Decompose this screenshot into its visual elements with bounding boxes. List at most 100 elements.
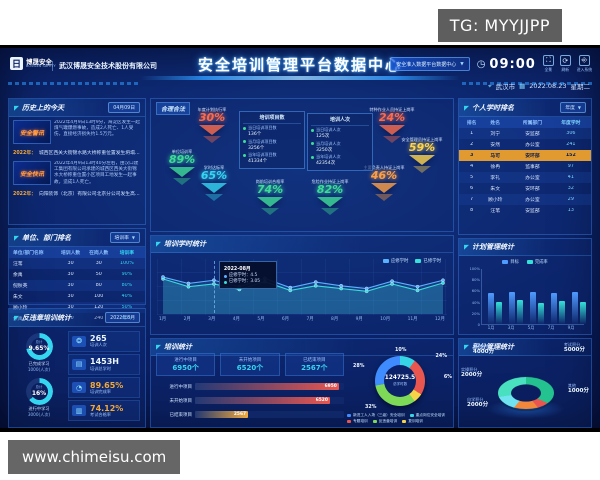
card-row: 当日培训项目数 136个 [243, 125, 301, 137]
table-cell: 32 [567, 186, 574, 191]
bar-fill: 2567 [195, 411, 249, 418]
pyramid-icon [413, 166, 431, 174]
table-cell: 汪苇 [490, 209, 501, 214]
score-callout: 实操积分 2000分 [461, 367, 482, 380]
legend-label: 已修学时 [423, 259, 441, 264]
column-header: 姓名 [490, 121, 501, 126]
refresh-button[interactable]: ⟳ 刷新 [559, 55, 571, 73]
metric-label: 安全管理员持证上岗率 [401, 137, 443, 142]
bullet-icon [311, 142, 314, 145]
bar-value: 2567 [233, 412, 247, 417]
pyramid-icon [379, 125, 405, 136]
watermark-bottom: www.chimeisu.com [8, 440, 181, 474]
gauge-label: 进行中学习 [28, 406, 50, 411]
legend-label: 复训培训 [408, 419, 423, 423]
metric-label: 危险作业持证上岗率 [311, 179, 349, 184]
refresh-label: 刷新 [561, 67, 570, 72]
gauge-ring [25, 378, 53, 405]
table-cell: 100% [120, 261, 134, 266]
card-row-label: 当日培训人次 [311, 127, 369, 133]
panel-compliance-flow: 合理合法 单位培训率 89% 年度计划执行率 30% 学时达标率 65% 岗前培训合格率 74… [150, 98, 454, 232]
anti-violation-month-badge[interactable]: 2022年8月 [105, 312, 140, 323]
city-label: 武汉市 [495, 83, 516, 91]
bar-group [488, 293, 502, 324]
column-header: 培训人数 [60, 251, 81, 256]
panorama-button[interactable]: ⛶ 全景 [542, 55, 554, 73]
legend-label: 新进工人入场（三级）安全培训 [353, 413, 405, 417]
gauge-label: 已完成学习 [28, 361, 50, 366]
stat-value: 74.12% [90, 403, 124, 413]
panel-title-text: 计划管理统计 [472, 243, 514, 251]
department-filter-select[interactable]: 培训率 ▼ [109, 232, 140, 243]
bar [572, 292, 578, 324]
table-cell: 汪苇 [13, 262, 23, 267]
callout-label: 自学积分 [467, 397, 484, 402]
clock-icon: ◷ [476, 58, 487, 70]
table-cell: 倪秋英 [13, 284, 28, 289]
enter-system-button[interactable]: ⎆ 进入系统 [577, 55, 592, 73]
stat-value: 265 [90, 334, 107, 344]
table-row: 3 马可 安环部 152 [459, 150, 591, 161]
legend-item: 反违章培训 [372, 419, 397, 424]
score-callout: 课程积分 4000分 [473, 344, 494, 357]
history-date-badge[interactable]: 04月09日 [108, 102, 140, 113]
bar-rows: 进行中项目 6950 未开始项目 6520 已结束项目 2567 [156, 383, 344, 418]
x-tick-label: 1月 [487, 325, 495, 330]
table-header-row: 单位/部门名称 培训人数 在岗人数 培训率 [9, 247, 145, 258]
y-tick-label: 0 [477, 323, 480, 327]
table-cell: 安监部 [525, 132, 540, 137]
header-meta: ⌖ 武汉市 ▦ 2022.08.23 星期二 [488, 81, 590, 92]
callout-value: 1000分 [567, 388, 589, 395]
x-tick-label: 4月 [232, 317, 240, 322]
stat-text: 1453H 培训总学时 [90, 357, 119, 371]
legend-label: 应修学时 [390, 259, 409, 264]
table-cell: 40% [121, 294, 133, 299]
bar [559, 301, 565, 324]
history-item: 2022年：向阳装饰（北京）有限公司北京分公司发生高处坠落事故… [9, 188, 145, 199]
x-tick-label: 2月 [183, 317, 191, 322]
card-title: 培训人次 [311, 116, 369, 126]
corner-arrow-icon: ◤ [464, 343, 469, 351]
bar [509, 292, 515, 324]
table-cell: 朱文 [13, 295, 23, 300]
refresh-icon: ⟳ [559, 55, 571, 66]
callout-label: 实操积分 [461, 367, 478, 372]
bullet-icon [223, 274, 227, 278]
table-row: 6 朱文 安环部 32 [459, 183, 591, 194]
panel-title: ◤ 个人学时排名 年度 ▼ [459, 99, 591, 117]
bar-label: 已结束项目 [169, 412, 193, 418]
history-year: 2022年： [13, 192, 36, 197]
x-tick-label: 11月 [407, 317, 418, 322]
history-text: 向阳装饰（北京）有限公司北京分公司发生高处坠落事故… [38, 192, 141, 197]
panel-training-stats: ◤ 培训统计 进行中项目 6950个 未开始项目 6520个 已结束项目 2567个 进行… [150, 338, 454, 428]
callout-label: 课程积分 [473, 344, 490, 349]
table-cell: 241 [566, 142, 576, 147]
callout-value: 5000分 [563, 347, 585, 354]
legend-swatch [502, 260, 509, 264]
bar-row: 已结束项目 2567 [156, 411, 344, 418]
screen-select[interactable]: 安全准入数据平台数据中心 ▼ [390, 57, 470, 71]
table-cell: 7 [470, 197, 474, 202]
bar [496, 301, 502, 324]
table-cell: 97 [567, 164, 574, 169]
compliance-card: 培训项目数 当日培训项目数 136个 当月培训项目数 3256个 当年培训项目数 41334… [239, 111, 305, 169]
table-cell: 13 [567, 208, 574, 213]
table-cell: 6 [470, 186, 474, 191]
pie-percent-label: 24% [435, 354, 447, 359]
panel-title: ◤ 培训学时统计 [151, 236, 453, 253]
chevron-down-icon: ▼ [131, 235, 135, 240]
pyramid-icon [257, 197, 283, 208]
logo-icon: 日 [10, 57, 23, 70]
corner-arrow-icon: ◤ [14, 313, 19, 322]
y-tick-label: 100% [469, 267, 480, 271]
bullet-icon [243, 126, 246, 130]
history-image: 安全快讯 [13, 161, 51, 185]
legend-item: 目标 [502, 259, 519, 265]
bar-label: 进行中项目 [169, 384, 193, 390]
compliance-metric: 危险作业持证上岗率 82% [299, 179, 361, 216]
rank-filter-select[interactable]: 年度 ▼ [560, 102, 586, 113]
pyramid-icon [409, 155, 435, 166]
panel-title-text: 个人学时排名 [472, 103, 514, 112]
bar-row: 未开始项目 6520 [156, 397, 344, 404]
bullet-icon [243, 153, 246, 157]
